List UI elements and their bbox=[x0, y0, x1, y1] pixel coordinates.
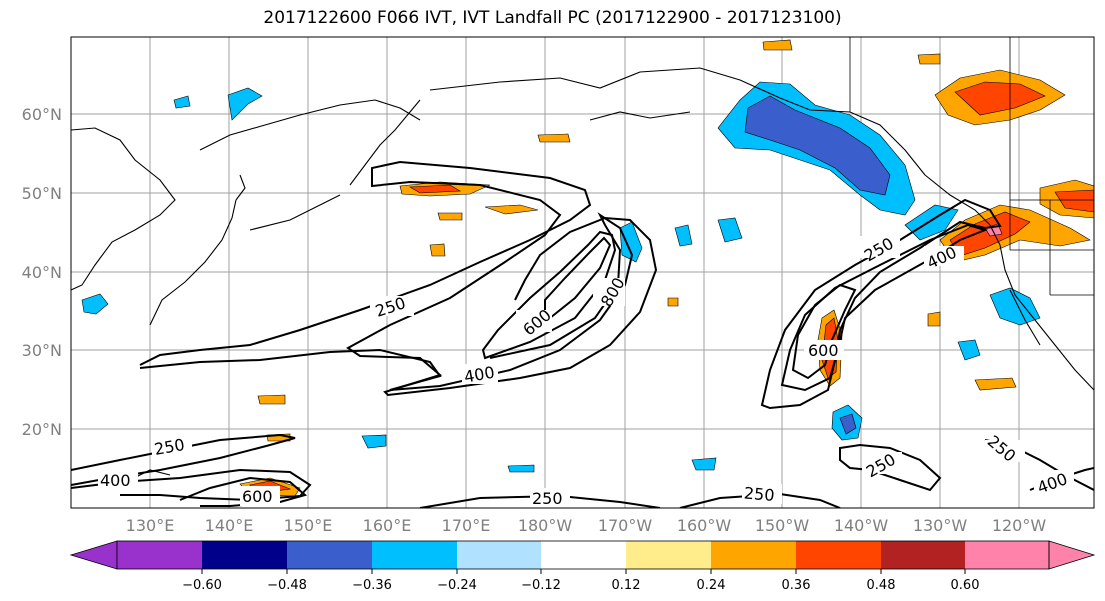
kamchatka-coastline bbox=[349, 99, 421, 186]
colorbar: −0.60 −0.48 −0.36 −0.24 −0.12 0.12 0.24 … bbox=[69, 540, 1096, 593]
lon-label: 180°W bbox=[518, 516, 573, 535]
colorbar-cell bbox=[117, 541, 202, 569]
lon-label: 130°E bbox=[126, 516, 175, 535]
lat-label: 50°N bbox=[22, 184, 62, 203]
ivt-contour-600-south bbox=[179, 476, 308, 507]
contour-labels: 250 600 800 400 250 400 600 250 400 600 … bbox=[98, 234, 1074, 508]
colorbar-cell bbox=[626, 541, 711, 569]
lon-label: 160°E bbox=[363, 516, 412, 535]
lon-label: 120°W bbox=[992, 516, 1047, 535]
ivt-contour-250-south bbox=[71, 433, 296, 486]
lat-label: 30°N bbox=[22, 341, 62, 360]
colorbar-tick-label: −0.48 bbox=[267, 578, 307, 593]
map-frame bbox=[70, 36, 1095, 509]
colorbar-cell bbox=[965, 541, 1049, 569]
lon-label: 170°E bbox=[442, 516, 491, 535]
ivt-contour-250-east bbox=[760, 198, 1002, 410]
colorbar-tick-label: 0.36 bbox=[782, 578, 811, 593]
colorbar-tick-label: −0.24 bbox=[437, 578, 477, 593]
colorbar-cell bbox=[711, 541, 796, 569]
asia-coastline bbox=[71, 127, 176, 291]
lon-label: 170°W bbox=[598, 516, 653, 535]
japan-coastline bbox=[149, 199, 237, 326]
longitude-labels: 130°E 140°E 150°E 160°E 170°E 180°W 170°… bbox=[126, 516, 1047, 535]
colorbar-tick-label: 0.12 bbox=[612, 578, 641, 593]
colorbar-cell bbox=[541, 541, 626, 569]
colorbar-cell bbox=[1048, 540, 1096, 570]
ivt-contours bbox=[71, 160, 1094, 508]
contour-label: 600 bbox=[808, 341, 839, 360]
contour-label: 250 bbox=[743, 483, 775, 505]
map-title: 2017122600 F066 IVT, IVT Landfall PC (20… bbox=[263, 8, 842, 28]
colorbar-cell bbox=[796, 541, 881, 569]
colorbar-cell bbox=[287, 541, 372, 569]
colorbar-tick-label: 0.24 bbox=[697, 578, 726, 593]
ivt-contour-600-east bbox=[791, 283, 857, 380]
lon-label: 150°W bbox=[755, 516, 810, 535]
lat-label: 40°N bbox=[22, 263, 62, 282]
latitude-labels: 60°N 50°N 40°N 30°N 20°N bbox=[22, 105, 62, 439]
baja bbox=[1009, 289, 1041, 346]
ivt-contour-800-main bbox=[544, 236, 612, 325]
contour-label: 600 bbox=[242, 487, 273, 506]
lon-label: 130°W bbox=[913, 516, 968, 535]
lon-label: 160°W bbox=[677, 516, 732, 535]
gridlines bbox=[71, 37, 1094, 508]
colorbar-tick-label: −0.36 bbox=[352, 578, 392, 593]
colorbar-cell bbox=[457, 541, 541, 569]
lon-label: 140°W bbox=[834, 516, 889, 535]
colorbar-cell bbox=[202, 541, 287, 569]
colorbar-cell bbox=[881, 541, 965, 569]
lat-label: 20°N bbox=[22, 420, 62, 439]
colorbar-tick-label: −0.12 bbox=[521, 578, 561, 593]
colorbar-cell bbox=[372, 541, 457, 569]
ivt-contour-600-main bbox=[481, 230, 617, 360]
alaska-coastline bbox=[429, 67, 926, 176]
lon-label: 150°E bbox=[284, 516, 333, 535]
ivt-contour-250-main bbox=[139, 160, 658, 397]
ivt-contour-400-main bbox=[139, 212, 634, 391]
colorbar-tick-label: 0.60 bbox=[951, 578, 980, 593]
lon-label: 140°E bbox=[205, 516, 254, 535]
lat-label: 60°N bbox=[22, 105, 62, 124]
coastlines bbox=[71, 67, 1094, 481]
colorbar-tick-label: 0.48 bbox=[867, 578, 896, 593]
colorbar-frame bbox=[116, 540, 1050, 570]
colorbar-cell bbox=[69, 540, 118, 570]
contour-label: 250 bbox=[532, 489, 563, 508]
colorbar-tick-label: −0.60 bbox=[182, 578, 222, 593]
north-america-west-coast bbox=[924, 174, 1094, 391]
contour-label: 400 bbox=[100, 471, 131, 490]
map-panel: 250 600 800 400 250 400 600 250 400 600 … bbox=[71, 37, 1094, 508]
political-borders bbox=[849, 37, 1094, 296]
